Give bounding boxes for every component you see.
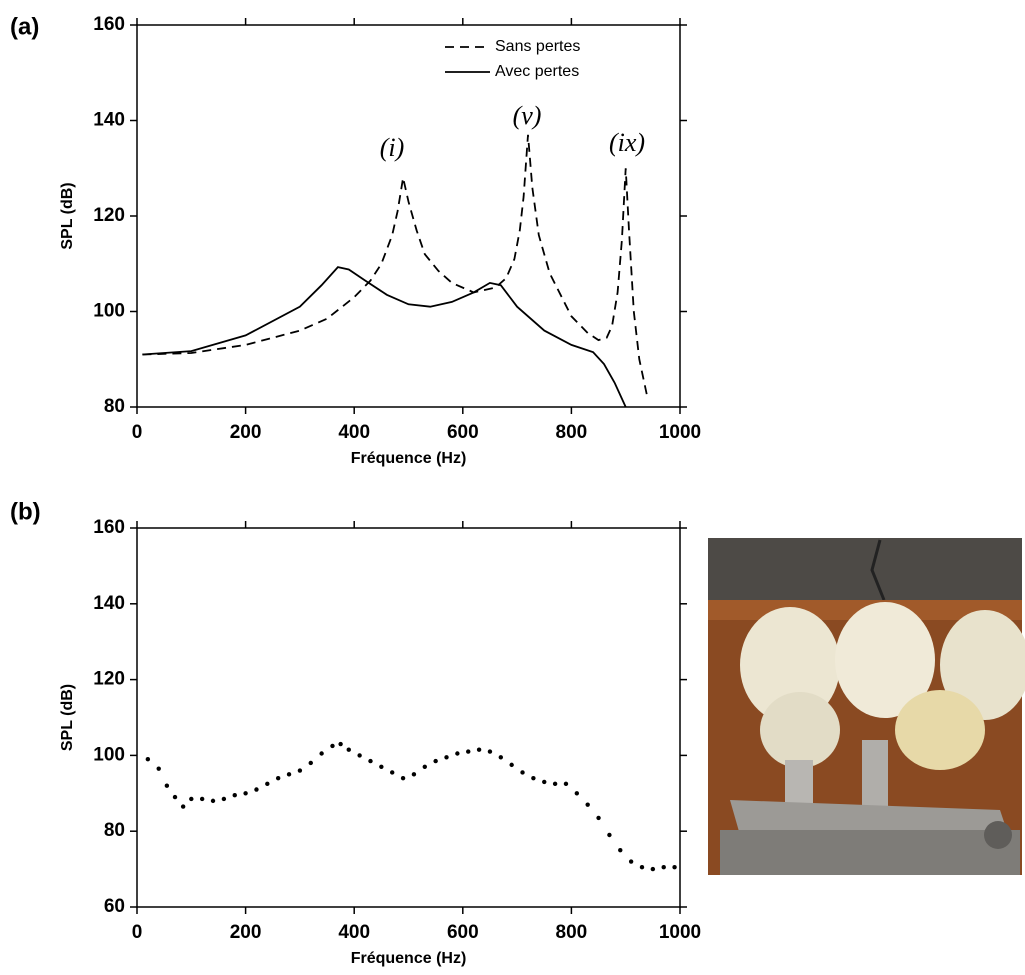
series-line xyxy=(142,134,649,398)
point xyxy=(433,758,438,764)
point xyxy=(444,755,449,760)
point xyxy=(390,770,395,775)
point xyxy=(466,749,471,754)
point xyxy=(487,749,493,754)
x-tick-label: 800 xyxy=(556,922,588,943)
point xyxy=(531,775,536,781)
x-tick-label: 1000 xyxy=(659,922,701,943)
photo xyxy=(708,538,1025,875)
point xyxy=(607,832,612,838)
point xyxy=(199,796,205,802)
point xyxy=(164,783,170,788)
point xyxy=(254,787,259,792)
x-axis-title: Fréquence (Hz) xyxy=(351,450,467,467)
point xyxy=(574,791,580,796)
annotation: (i) xyxy=(380,133,405,162)
point xyxy=(542,779,547,785)
x-tick-label: 800 xyxy=(556,422,588,443)
point xyxy=(346,747,351,752)
point xyxy=(650,866,656,872)
point xyxy=(156,766,161,771)
point xyxy=(509,762,514,768)
y-tick-label: 60 xyxy=(104,896,125,917)
point xyxy=(400,775,406,781)
point xyxy=(368,758,373,764)
point xyxy=(379,764,384,769)
point xyxy=(319,751,324,756)
point xyxy=(221,796,227,802)
point xyxy=(596,815,601,821)
point xyxy=(628,859,634,864)
point xyxy=(297,768,303,773)
point xyxy=(618,847,623,853)
x-tick-label: 200 xyxy=(230,422,262,443)
x-tick-label: 400 xyxy=(338,922,370,943)
plot-frame xyxy=(136,527,681,908)
point xyxy=(357,753,362,758)
point xyxy=(520,770,525,775)
x-tick-label: 1000 xyxy=(659,422,701,443)
point xyxy=(180,804,186,809)
x-tick-label: 600 xyxy=(447,922,479,943)
legend-label: Sans pertes xyxy=(495,38,580,55)
point xyxy=(455,751,460,756)
y-axis-title: SPL (dB) xyxy=(59,684,76,751)
point xyxy=(476,747,482,752)
point xyxy=(639,865,645,870)
y-tick-label: 160 xyxy=(93,14,125,35)
point xyxy=(563,781,569,787)
y-tick-label: 100 xyxy=(93,744,125,765)
legend-label: Avec pertes xyxy=(495,63,579,80)
point xyxy=(232,792,237,798)
point xyxy=(308,760,313,766)
x-tick-label: 200 xyxy=(230,922,262,943)
y-tick-label: 80 xyxy=(104,820,125,841)
x-tick-label: 0 xyxy=(132,922,143,943)
y-tick-label: 120 xyxy=(93,669,125,690)
y-tick-label: 120 xyxy=(93,205,125,226)
series-line xyxy=(142,266,627,408)
point xyxy=(210,798,216,804)
x-axis-title: Fréquence (Hz) xyxy=(351,950,467,967)
y-tick-label: 80 xyxy=(104,396,125,417)
point xyxy=(411,772,417,777)
point xyxy=(243,791,248,796)
y-tick-label: 140 xyxy=(93,110,125,131)
panel-label: (b) xyxy=(10,498,41,525)
point xyxy=(672,865,677,870)
point xyxy=(661,865,666,870)
point xyxy=(265,781,270,787)
point xyxy=(275,775,281,781)
point xyxy=(172,794,178,800)
x-tick-label: 600 xyxy=(447,422,479,443)
point xyxy=(189,796,194,802)
point xyxy=(585,802,590,807)
point xyxy=(330,743,335,749)
annotation: (v) xyxy=(513,101,542,130)
y-tick-label: 100 xyxy=(93,301,125,322)
annotation: (ix) xyxy=(609,128,645,157)
y-tick-label: 140 xyxy=(93,593,125,614)
point xyxy=(145,756,151,762)
x-tick-label: 400 xyxy=(338,422,370,443)
point xyxy=(552,781,558,787)
point xyxy=(422,764,427,769)
x-tick-label: 0 xyxy=(132,422,143,443)
y-axis-title: SPL (dB) xyxy=(59,182,76,249)
point xyxy=(338,741,343,747)
point xyxy=(498,755,504,760)
y-tick-label: 160 xyxy=(93,517,125,538)
point xyxy=(286,772,292,777)
panel-label: (a) xyxy=(10,13,39,40)
